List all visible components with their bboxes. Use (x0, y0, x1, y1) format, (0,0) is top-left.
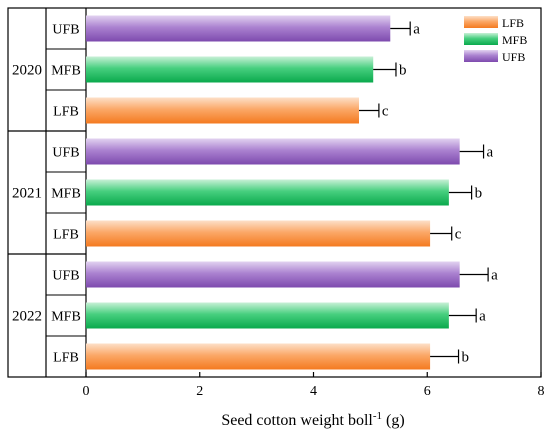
significance-letter-2020-MFB: b (399, 63, 407, 79)
category-label-2022-UFB: UFB (52, 269, 79, 284)
legend-swatch-UFB (464, 50, 498, 62)
legend-label-LFB: LFB (502, 16, 524, 30)
significance-letter-2020-UFB: a (413, 22, 420, 38)
x-axis-label-unit: (g) (386, 412, 405, 429)
legend: LFB MFB UFB (464, 16, 527, 64)
significance-letter-2020-LFB: c (382, 104, 389, 120)
x-tick-label-8: 8 (538, 384, 545, 399)
plot-area: 2020 UFB a MFB b LFB c 2021 UFB a MFB b LFB c 2022 UFB a… (7, 7, 545, 399)
category-label-2020-UFB: UFB (52, 23, 79, 38)
x-axis-label-text: Seed cotton weight boll (221, 412, 373, 429)
x-tick-label-6: 6 (424, 384, 431, 399)
category-label-2022-MFB: MFB (51, 310, 81, 325)
legend-label-MFB: MFB (502, 33, 527, 47)
legend-label-UFB: UFB (502, 50, 525, 64)
significance-letter-2022-UFB: a (491, 268, 498, 284)
category-label-2021-UFB: UFB (52, 146, 79, 161)
bar-2021-LFB (86, 220, 431, 247)
x-tick-label-0: 0 (83, 384, 90, 399)
legend-swatch-LFB (464, 16, 498, 28)
x-axis-label-superscript: -1 (373, 410, 382, 422)
bar-2020-LFB (86, 97, 359, 124)
significance-letter-2022-LFB: b (462, 350, 470, 366)
significance-letter-2021-UFB: a (487, 145, 494, 161)
bar-2021-MFB (86, 179, 449, 206)
bar-2022-UFB (86, 261, 460, 288)
significance-letter-2021-LFB: c (455, 227, 462, 243)
significance-letter-2022-MFB: a (479, 309, 486, 325)
category-label-2021-LFB: LFB (53, 228, 79, 243)
category-label-2022-LFB: LFB (53, 351, 79, 366)
x-tick-label-2: 2 (196, 384, 203, 399)
plot-frame (7, 7, 542, 378)
year-label-2021: 2021 (12, 186, 42, 202)
bar-2021-UFB (86, 138, 460, 165)
category-label-2020-LFB: LFB (53, 105, 79, 120)
bar-2020-UFB (86, 15, 391, 42)
legend-swatch-MFB (464, 33, 498, 45)
significance-letter-2021-MFB: b (475, 186, 483, 202)
year-label-2022: 2022 (12, 309, 42, 325)
x-axis-label: Seed cotton weight boll-1 (g) (221, 410, 404, 429)
category-label-2020-MFB: MFB (51, 64, 81, 79)
x-tick-label-4: 4 (310, 384, 317, 399)
bar-2022-MFB (86, 302, 449, 329)
year-label-2020: 2020 (12, 63, 42, 79)
bar-2020-MFB (86, 56, 374, 83)
category-label-2021-MFB: MFB (51, 187, 81, 202)
bar-2022-LFB (86, 343, 431, 370)
